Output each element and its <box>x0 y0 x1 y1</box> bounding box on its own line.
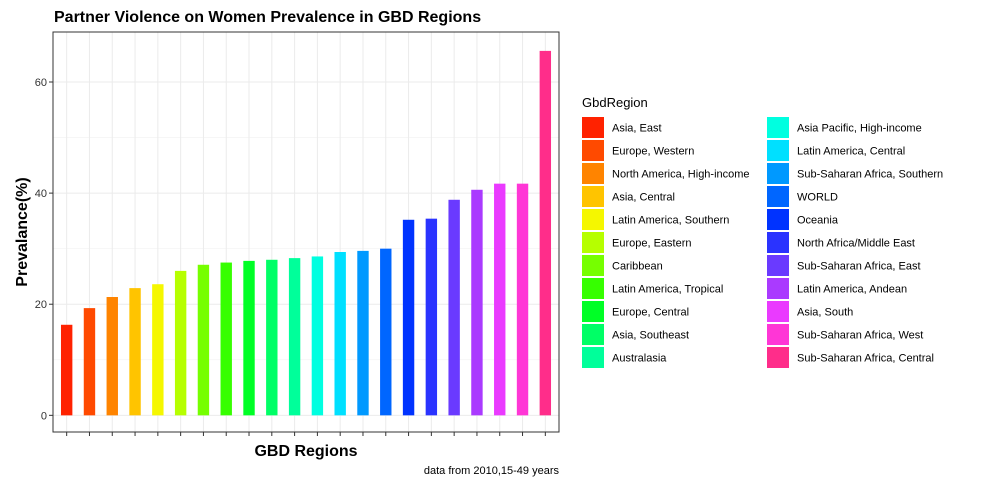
legend-label: Latin America, Southern <box>612 215 729 227</box>
bar <box>288 258 301 416</box>
legend-key <box>582 347 604 368</box>
bar <box>334 252 346 416</box>
chart-title: Partner Violence on Women Prevalence in … <box>54 9 481 26</box>
legend-key <box>582 163 604 184</box>
legend-label: WORLD <box>797 192 838 204</box>
chart-caption: data from 2010,15-49 years <box>424 465 560 477</box>
legend-key <box>582 255 604 276</box>
legend-key <box>582 209 604 230</box>
legend-key <box>582 117 604 138</box>
bar <box>494 183 506 416</box>
legend-label: Asia Pacific, High-income <box>797 123 922 135</box>
legend-key <box>767 186 789 207</box>
bar <box>220 262 232 416</box>
bar <box>129 288 141 416</box>
y-tick-label: 0 <box>41 410 47 422</box>
legend-key <box>767 255 789 276</box>
bar <box>380 248 392 416</box>
legend-label: Asia, Southeast <box>612 330 689 342</box>
legend-label: Sub-Saharan Africa, West <box>797 330 923 342</box>
bar <box>174 270 187 416</box>
legend-key <box>582 186 604 207</box>
bar <box>402 219 415 416</box>
legend-label: Sub-Saharan Africa, Southern <box>797 169 943 181</box>
legend-label: Latin America, Andean <box>797 284 907 296</box>
bar <box>448 199 460 416</box>
legend-label: Asia, South <box>797 307 853 319</box>
legend-key <box>582 140 604 161</box>
legend-label: Oceania <box>797 215 839 227</box>
legend-key <box>767 117 789 138</box>
y-tick-label: 20 <box>35 299 47 311</box>
x-axis <box>66 432 546 436</box>
bars <box>60 50 552 416</box>
bar <box>243 260 255 416</box>
legend-title: GbdRegion <box>582 95 648 110</box>
bar <box>106 297 118 416</box>
legend-key <box>767 278 789 299</box>
legend: GbdRegion Asia, East Europe, Western North… <box>582 95 943 368</box>
legend-label: North America, High-income <box>612 169 750 181</box>
legend-key <box>767 301 789 322</box>
legend-label: Sub-Saharan Africa, Central <box>797 353 934 365</box>
bar <box>152 284 164 416</box>
y-axis-title: Prevalance(%) <box>14 177 31 286</box>
bar <box>516 183 529 416</box>
legend-key <box>582 278 604 299</box>
bar <box>425 218 438 416</box>
legend-key <box>767 347 789 368</box>
panel-background <box>53 32 559 432</box>
legend-label: Caribbean <box>612 261 663 273</box>
x-axis-title: GBD Regions <box>254 443 357 460</box>
legend-label: Latin America, Central <box>797 146 905 158</box>
legend-key <box>582 324 604 345</box>
legend-label: Latin America, Tropical <box>612 284 723 296</box>
legend-label: Asia, East <box>612 123 662 135</box>
legend-label: North Africa/Middle East <box>797 238 915 250</box>
panel-border <box>52 31 560 433</box>
y-tick-label: 60 <box>35 77 47 89</box>
legend-key <box>582 301 604 322</box>
bar <box>197 264 210 416</box>
legend-key <box>767 209 789 230</box>
bar <box>311 256 324 416</box>
y-tick-label: 40 <box>35 188 47 200</box>
bar <box>266 259 278 416</box>
bar <box>83 308 96 416</box>
bar <box>357 250 369 416</box>
legend-label: Europe, Western <box>612 146 694 158</box>
bar <box>539 50 552 416</box>
legend-label: Europe, Eastern <box>612 238 692 250</box>
legend-key <box>767 232 789 253</box>
bar <box>471 189 483 416</box>
y-axis: 0 20 40 60 <box>35 77 53 422</box>
legend-key <box>767 163 789 184</box>
legend-label: Europe, Central <box>612 307 689 319</box>
legend-label: Asia, Central <box>612 192 675 204</box>
legend-label: Sub-Saharan Africa, East <box>797 261 921 273</box>
plot-panel <box>52 31 560 433</box>
bar <box>60 324 73 416</box>
legend-key <box>582 232 604 253</box>
legend-key <box>767 324 789 345</box>
legend-key <box>767 140 789 161</box>
legend-label: Australasia <box>612 353 667 365</box>
